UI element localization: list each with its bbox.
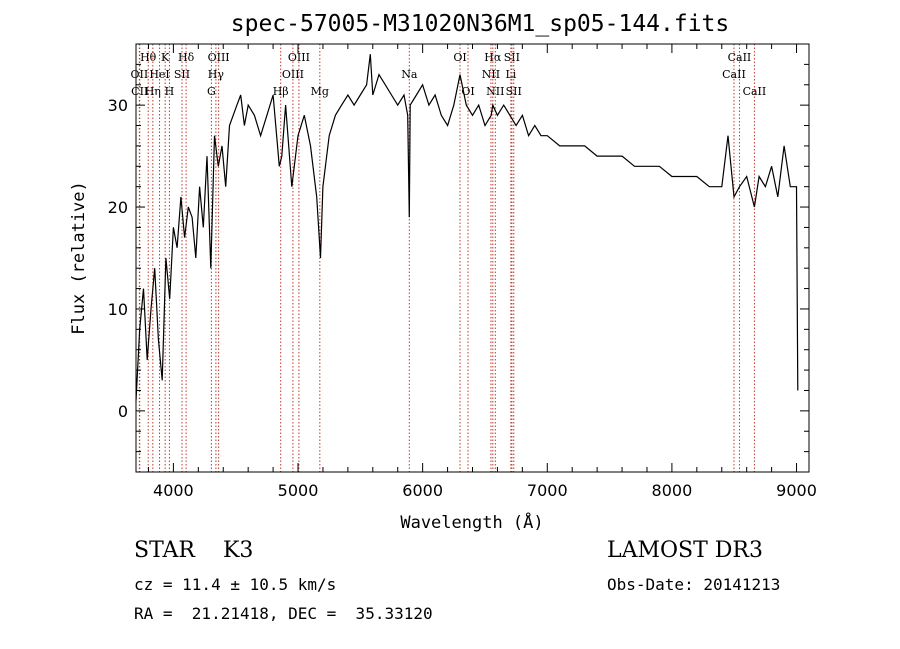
x-tick-label: 8000: [652, 481, 693, 500]
obs-date-text: Obs-Date: 20141213: [607, 575, 781, 594]
spectral-line-label-13: OIII: [288, 51, 310, 64]
spectral-line-label-20: SII: [504, 51, 520, 64]
class-text: STAR K3: [134, 538, 254, 563]
x-tick-label: 9000: [776, 481, 817, 500]
x-tick-label: 5000: [278, 481, 319, 500]
spectral-line-label-21: NII: [482, 68, 500, 81]
spectral-line-label-7: H: [165, 85, 175, 98]
x-tick-label: 7000: [527, 481, 568, 500]
spectral-line-label-23: NII: [486, 85, 504, 98]
spectral-lines-layer: Hθ OII CII K HeI Hη SII H Hδ OIII Hγ G Hβ OIII OIII Mg N…: [131, 44, 767, 472]
spectral-line-label-14: OIII: [282, 68, 304, 81]
ticks-layer: 4000 5000 6000 7000 8000 9000 0 10 20 30: [108, 43, 817, 500]
x-tick-label: 6000: [402, 481, 443, 500]
x-tick-label: 4000: [153, 481, 194, 500]
spectral-line-label-9: OIII: [208, 51, 230, 64]
chart-title: spec-57005-M31020N36M1_sp05-144.fits: [231, 11, 730, 37]
spectral-line-label-17: OI: [453, 51, 466, 64]
spectral-line-label-25: CaII: [728, 51, 752, 64]
spectral-line-label-3: K: [161, 51, 170, 64]
y-tick-label: 0: [118, 402, 128, 421]
spectral-line-label-16: Na: [401, 68, 418, 81]
spectral-line-label-11: G: [207, 85, 216, 98]
spectral-line-label-4: HeI: [149, 68, 169, 81]
spectral-line-label-10: Hγ: [208, 68, 225, 81]
spectral-line-label-26: CaII: [722, 68, 746, 81]
spectral-line-label-8: Hδ: [178, 51, 195, 64]
survey-text: LAMOST DR3: [607, 538, 763, 563]
cz-text: cz = 11.4 ± 10.5 km/s: [134, 575, 337, 594]
spectral-line-label-0: Hθ: [140, 51, 157, 64]
spectral-line-label-6: SII: [174, 68, 190, 81]
spectral-line-label-1: OII: [131, 68, 149, 81]
x-axis-label: Wavelength (Å): [400, 511, 543, 533]
series-line-flux: [135, 54, 799, 401]
y-tick-label: 10: [108, 300, 128, 319]
series-layer: [135, 54, 799, 401]
y-tick-label: 30: [108, 96, 128, 115]
spectral-line-label-5: Hη: [145, 85, 161, 98]
spectral-line-label-19: Hα: [484, 51, 502, 64]
spectral-line-label-24: SII: [506, 85, 522, 98]
spectral-line-label-15: Mg: [311, 85, 329, 98]
coords-text: RA = 21.21418, DEC = 35.33120: [134, 604, 433, 623]
spectral-line-label-2: CII: [131, 85, 148, 98]
y-axis-label: Flux (relative): [69, 181, 89, 335]
y-tick-label: 20: [108, 198, 128, 217]
spectral-line-label-27: CaII: [743, 85, 767, 98]
plot-frame: [135, 43, 810, 473]
spectral-line-label-12: Hβ: [273, 85, 289, 98]
spectral-line-label-22: Li: [505, 68, 516, 81]
